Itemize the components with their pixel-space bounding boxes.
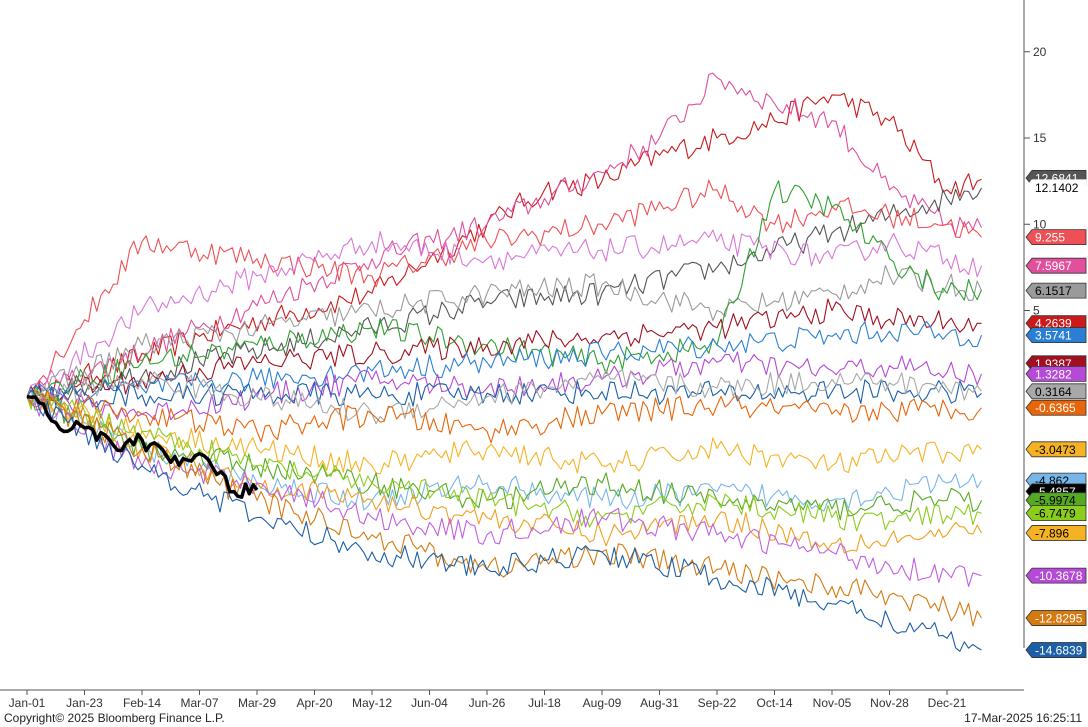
series-line [26, 72, 982, 405]
x-tick-label: Jan-23 [66, 696, 103, 710]
end-value-label: -14.6839 [1025, 642, 1087, 658]
x-tick-label: Feb-14 [123, 696, 161, 710]
x-tick-label: Mar-29 [238, 696, 276, 710]
x-tick-label: Oct-14 [756, 696, 792, 710]
end-value-text: -14.6839 [1035, 644, 1083, 658]
copyright-text: Copyright© 2025 Bloomberg Finance L.P. [4, 711, 225, 725]
x-tick-label: Nov-05 [813, 696, 852, 710]
end-value-text: -3.0473 [1035, 443, 1076, 457]
end-value-text: 6.1517 [1035, 284, 1072, 298]
end-value-tag [1025, 525, 1087, 541]
y-tick-label: 5 [1033, 304, 1040, 318]
end-value-text: -12.8295 [1035, 612, 1083, 626]
end-value-label: 3.5741 [1025, 327, 1087, 343]
series-line [26, 390, 982, 627]
series-line [26, 320, 983, 407]
y-tick-label: 15 [1033, 131, 1047, 145]
end-value-label: -0.6365 [1025, 399, 1087, 416]
series-line [26, 387, 982, 532]
end-value-text: -0.6365 [1035, 401, 1076, 415]
end-value-label: -10.3678 [1025, 567, 1087, 584]
series-line [26, 351, 983, 421]
end-value-text: 12.1402 [1035, 181, 1079, 195]
end-value-label: 7.5967 [1025, 257, 1087, 274]
end-value-label: -6.7479 [1025, 505, 1087, 522]
x-tick-label: Apr-20 [296, 696, 332, 710]
end-value-tag [1025, 399, 1087, 416]
end-value-tag [1025, 282, 1087, 299]
end-value-tag [1025, 179, 1087, 196]
end-value-tag [1025, 567, 1087, 584]
series-line [26, 265, 983, 402]
x-tick-label: Jan-01 [9, 696, 46, 710]
series-line [26, 379, 982, 408]
end-value-label: -12.8295 [1025, 610, 1087, 626]
end-value-label: 9.255 [1025, 229, 1087, 246]
end-value-label: 1.3282 [1025, 365, 1087, 382]
series-line [26, 395, 982, 521]
highlight-series-line [26, 394, 259, 499]
x-axis: Jan-01 Jan-23 Feb-14 Mar-07 Mar-29 Apr-20 May-… [0, 689, 1024, 710]
end-value-tag [1025, 610, 1087, 626]
series-line [26, 390, 982, 444]
end-value-tag [1025, 365, 1087, 382]
end-value-label: -7.896 [1025, 525, 1087, 541]
end-value-label: -3.0473 [1025, 441, 1087, 458]
end-value-tag [1025, 257, 1087, 274]
series-lines [26, 72, 983, 652]
end-value-text: 0.3164 [1035, 385, 1072, 399]
end-value-tag [1025, 327, 1087, 343]
end-value-label: -5.9974 [1025, 492, 1087, 509]
x-tick-label: Aug-09 [583, 696, 622, 710]
x-tick-label: Jun-26 [469, 696, 506, 710]
x-tick-label: Nov-28 [870, 696, 909, 710]
end-value-text: -5.9974 [1035, 494, 1076, 508]
series-line [26, 229, 983, 397]
series-line [26, 369, 982, 425]
series-line [26, 92, 982, 406]
x-tick-label: May-12 [352, 696, 392, 710]
series-line [26, 298, 982, 402]
end-value-text: 7.5967 [1035, 259, 1072, 273]
x-tick-label: Mar-07 [180, 696, 218, 710]
end-value-label: 6.1517 [1025, 282, 1087, 299]
end-value-label: 0.3164 [1025, 383, 1087, 400]
y-tick-label: 10 [1033, 217, 1047, 231]
end-value-text: -7.896 [1035, 526, 1069, 540]
end-value-text: -6.7479 [1035, 507, 1076, 521]
end-value-tag [1025, 642, 1087, 658]
end-value-labels: 12.684112.14029.2557.59676.15174.26393.5… [1025, 170, 1087, 658]
x-tick-label: Jun-04 [411, 696, 448, 710]
end-value-text: 3.5741 [1035, 329, 1072, 343]
series-line [26, 180, 983, 405]
x-tick-label: Jul-18 [528, 696, 561, 710]
x-tick-label: Sep-22 [698, 696, 737, 710]
series-line [26, 187, 982, 401]
timestamp-text: 17-Mar-2025 16:25:11 [964, 711, 1082, 725]
end-value-label: 12.1402 [1025, 179, 1087, 196]
end-value-text: -10.3678 [1035, 569, 1083, 583]
end-value-tag [1025, 505, 1087, 522]
end-value-text: 1.3282 [1035, 367, 1072, 381]
series-line [26, 179, 982, 404]
series-line [26, 390, 982, 652]
end-value-tag [1025, 383, 1087, 400]
x-tick-label: Aug-31 [640, 696, 679, 710]
end-value-tag [1025, 229, 1087, 246]
y-tick-label: 20 [1033, 45, 1047, 59]
y-axis: 20 15 10 5 [1023, 0, 1047, 648]
x-tick-label: Dec-21 [928, 696, 967, 710]
end-value-text: 9.255 [1035, 231, 1065, 245]
end-value-tag [1025, 441, 1087, 458]
